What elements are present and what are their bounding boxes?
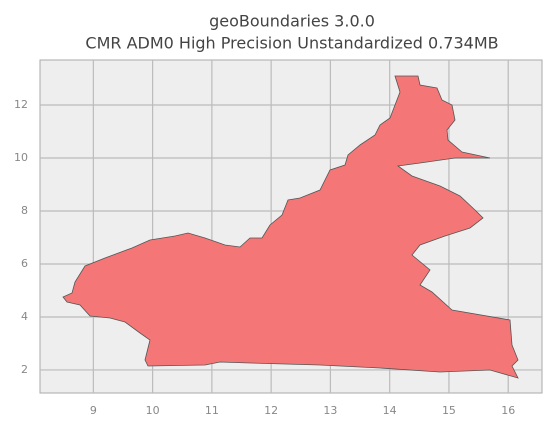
- country-shape: [62, 75, 519, 379]
- y-tick-label: 2: [21, 363, 28, 376]
- x-tick-label: 16: [501, 404, 515, 417]
- x-tick-label: 12: [264, 404, 278, 417]
- x-tick-label: 14: [383, 404, 397, 417]
- y-tick-label: 10: [14, 151, 28, 164]
- x-tick-label: 15: [442, 404, 456, 417]
- y-tick-label: 8: [21, 204, 28, 217]
- y-tick-label: 4: [21, 310, 28, 323]
- y-tick-label: 6: [21, 257, 28, 270]
- x-tick-label: 13: [323, 404, 337, 417]
- x-tick-label: 11: [205, 404, 219, 417]
- chart-subtitle: CMR ADM0 High Precision Unstandardized 0…: [85, 34, 498, 53]
- x-tick-label: 10: [146, 404, 160, 417]
- chart-title: geoBoundaries 3.0.0: [209, 12, 375, 31]
- x-tick-label: 9: [90, 404, 97, 417]
- y-tick-label: 12: [14, 98, 28, 111]
